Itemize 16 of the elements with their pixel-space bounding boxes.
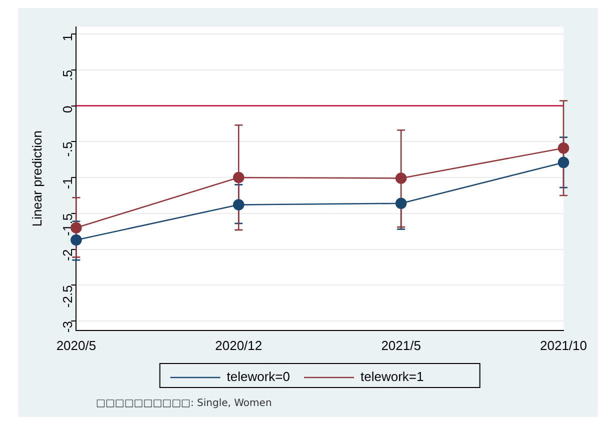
y-tick-label: -3 [60, 321, 75, 333]
y-tick-label: -.5 [60, 142, 75, 157]
x-tick-label: 2021/5 [381, 338, 421, 353]
y-tick-label: .5 [60, 70, 75, 81]
y-tick-label: -1 [60, 178, 75, 190]
y-tick-label: 1 [60, 34, 75, 42]
x-tick-label: 2020/12 [215, 338, 262, 353]
legend-label: telework=1 [360, 369, 424, 384]
y-axis-title: Linear prediction [29, 130, 44, 227]
legend-label: telework=0 [226, 369, 290, 384]
x-tick-label: 2020/5 [56, 338, 96, 353]
y-tick-label: 0 [60, 106, 75, 113]
y-tick-label: -2 [60, 249, 75, 261]
x-tick-label: 2021/10 [540, 338, 588, 353]
text: □□□□□□□□□□: Single, Women [96, 398, 273, 409]
y-tick-label: -2.5 [60, 285, 75, 308]
